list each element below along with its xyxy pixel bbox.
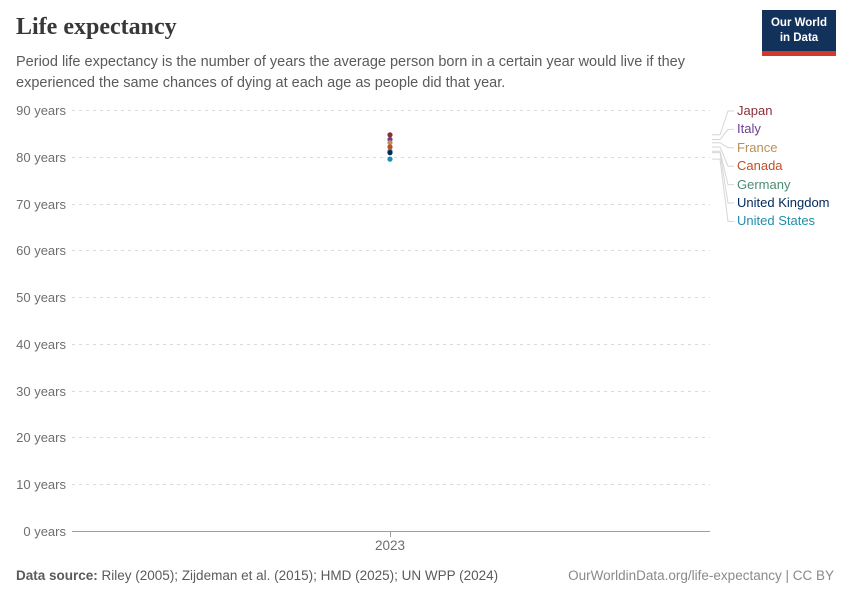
y-tick-label: 60 years <box>16 242 66 258</box>
data-point-japan[interactable] <box>387 132 393 138</box>
legend-connector-line <box>712 146 734 167</box>
x-tick-label-2023: 2023 <box>374 538 406 553</box>
data-source-label: Data source: <box>16 568 98 583</box>
legend-connector-line <box>712 152 734 204</box>
credit-link[interactable]: OurWorldinData.org/life-expectancy | CC … <box>568 568 834 583</box>
legend-connector-line <box>712 128 734 140</box>
data-point-united-states[interactable] <box>387 156 393 162</box>
legend-connector-line <box>712 110 734 136</box>
y-tick-label: 0 years <box>23 523 66 539</box>
owid-logo-line2: in Data <box>779 31 819 44</box>
y-tick-label: 20 years <box>16 429 66 445</box>
legend-label-united-states[interactable]: United States <box>737 213 816 229</box>
data-source-note: Data source: Riley (2005); Zijdeman et a… <box>16 568 498 583</box>
data-source-text: Riley (2005); Zijdeman et al. (2015); HM… <box>97 568 499 583</box>
y-tick-label: 10 years <box>16 476 66 492</box>
legend-label-germany[interactable]: Germany <box>737 176 791 192</box>
y-tick-label: 30 years <box>16 383 66 399</box>
legend-label-japan[interactable]: Japan <box>737 103 773 118</box>
legend-connector-line <box>712 150 734 186</box>
chart-footer: Data source: Riley (2005); Zijdeman et a… <box>16 568 834 583</box>
y-tick-label: 50 years <box>16 289 66 305</box>
y-tick-label: 40 years <box>16 336 66 352</box>
y-tick-label: 80 years <box>16 149 66 165</box>
legend-label-france[interactable]: France <box>737 139 778 155</box>
data-point-france[interactable] <box>387 140 393 146</box>
page-title: Life expectancy <box>16 14 177 40</box>
owid-logo-line1: Our World <box>770 17 827 29</box>
legend-label-united-kingdom[interactable]: United Kingdom <box>737 195 830 210</box>
legend-connector-line <box>712 142 734 149</box>
owid-logo[interactable]: Our World in Data <box>762 10 836 56</box>
y-tick-label: 70 years <box>16 196 66 212</box>
data-point-canada[interactable] <box>387 144 393 150</box>
chart-subtitle: Period life expectancy is the number of … <box>16 54 685 91</box>
data-point-united-kingdom[interactable] <box>387 150 393 156</box>
legend-label-italy[interactable]: Italy <box>737 121 761 137</box>
legend-connector-line <box>712 158 734 222</box>
legend-label-canada[interactable]: Canada <box>737 158 783 174</box>
y-tick-label: 90 years <box>16 102 66 118</box>
